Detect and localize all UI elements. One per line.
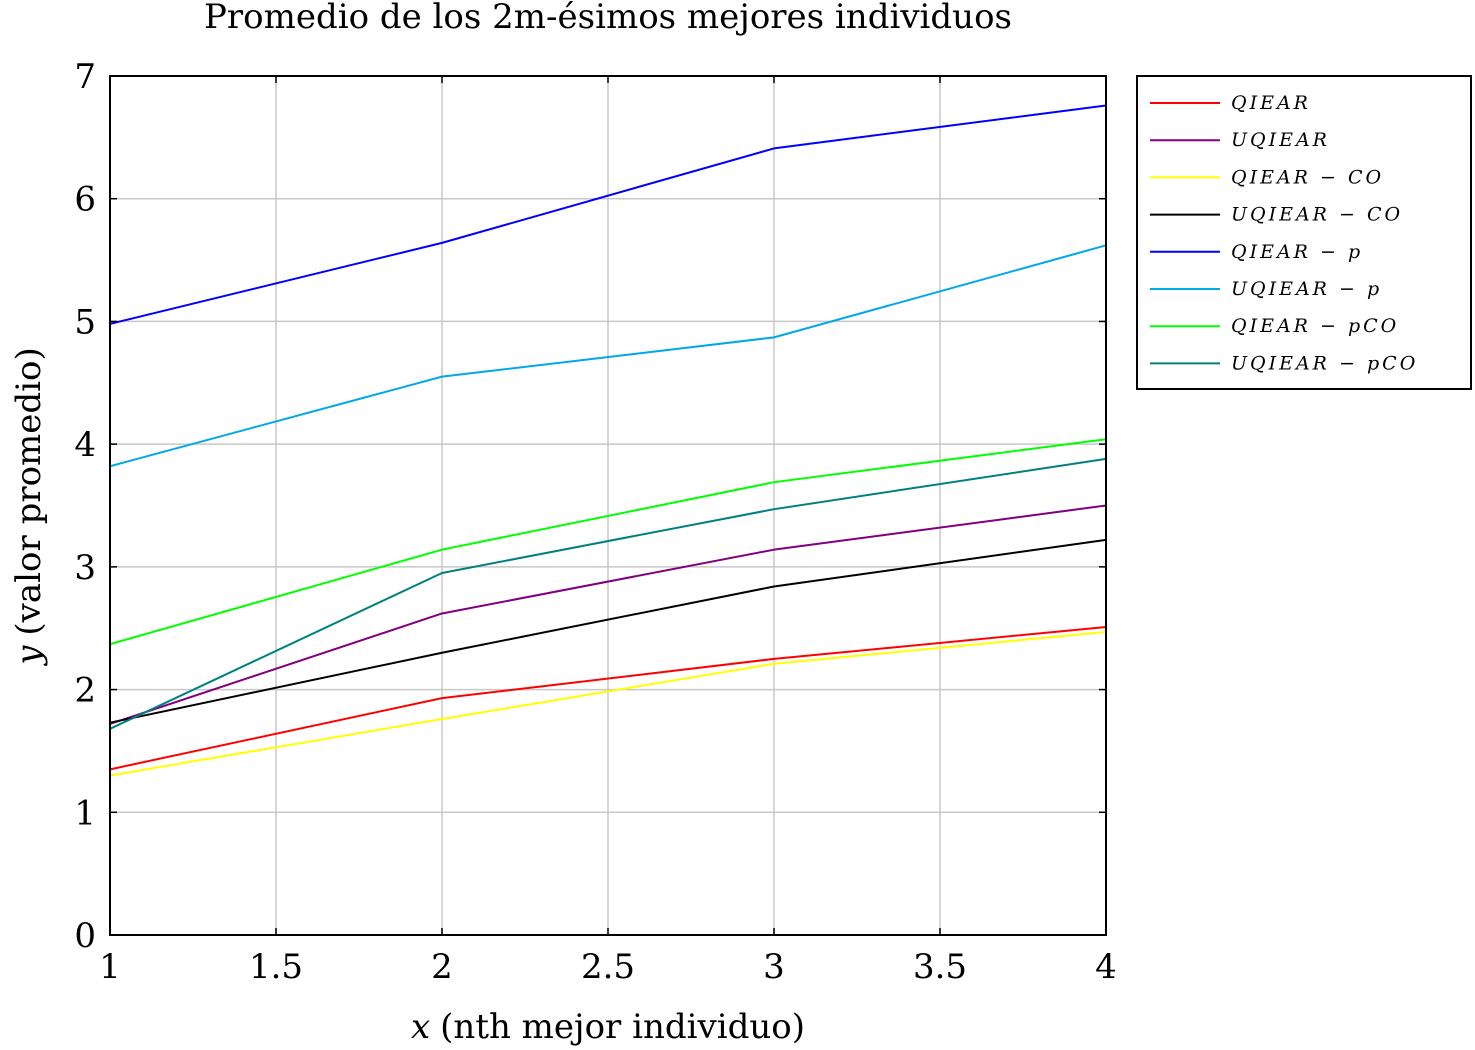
x-axis-ticks: 1 1.5 2 2.5 3 3.5 4 (99, 76, 1117, 987)
y-tick-label: 0 (74, 916, 96, 956)
series-line (109, 104, 1107, 325)
y-axis-ticks: 0 1 2 3 4 5 6 7 (74, 57, 1106, 956)
y-tick-label: 7 (74, 57, 96, 97)
x-tick-label: 1.5 (249, 947, 303, 987)
legend-label: QIEAR − p (1231, 241, 1363, 263)
x-axis-label: x (nth mejor individuo) (411, 1007, 805, 1047)
legend-box (1136, 75, 1472, 390)
legend-label: UQIEAR − CO (1231, 204, 1403, 226)
legend-label: UQIEAR − pCO (1231, 352, 1418, 374)
y-tick-label: 2 (74, 671, 96, 711)
y-tick-label: 3 (74, 548, 96, 588)
x-tick-label: 2 (431, 947, 453, 987)
x-tick-label: 2.5 (581, 947, 635, 987)
series-line (109, 504, 1107, 725)
legend-label: UQIEAR − p (1231, 278, 1382, 300)
legend-label: UQIEAR (1231, 129, 1330, 151)
legend-label: QIEAR (1231, 92, 1311, 114)
legend-label: QIEAR − pCO (1231, 315, 1399, 337)
legend-items: QIEAR UQIEAR QIEAR − CO UQIEAR − CO QIEAR − … (1150, 92, 1418, 374)
x-tick-label: 4 (1095, 947, 1117, 987)
x-tick-label: 3.5 (913, 947, 967, 987)
y-axis-label-text: (valor promedio) (9, 347, 49, 635)
chart-title: Promedio de los 2m-ésimos mejores indivi… (204, 0, 1012, 37)
series-line (109, 625, 1107, 771)
y-tick-label: 1 (74, 793, 96, 833)
x-tick-label: 3 (763, 947, 785, 987)
series-line (109, 438, 1107, 646)
legend: QIEAR UQIEAR QIEAR − CO UQIEAR − CO QIEAR − … (1136, 75, 1472, 390)
series-line (109, 630, 1107, 777)
series-lines (109, 104, 1107, 777)
y-tick-label: 6 (74, 180, 96, 220)
series-line (109, 457, 1107, 730)
y-axis-variable: y (9, 645, 49, 667)
grid-lines (109, 75, 1107, 936)
legend-label: QIEAR − CO (1231, 166, 1384, 188)
y-tick-label: 4 (74, 425, 96, 465)
y-axis-label: y (valor promedio) (9, 347, 49, 667)
x-axis-label-text: (nth mejor individuo) (440, 1007, 805, 1047)
series-line (109, 538, 1107, 724)
x-axis-variable: x (411, 1007, 430, 1047)
x-tick-label: 1 (99, 947, 121, 987)
y-tick-label: 5 (74, 302, 96, 342)
series-line (109, 244, 1107, 468)
